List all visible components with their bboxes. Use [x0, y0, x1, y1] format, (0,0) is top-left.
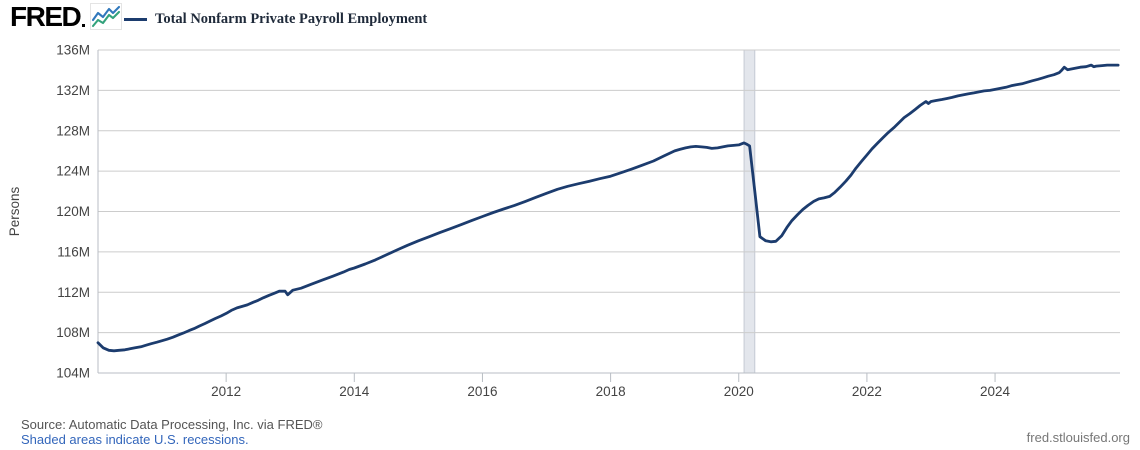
source-attribution: Source: Automatic Data Processing, Inc. … — [21, 417, 323, 432]
legend-line-swatch — [124, 18, 147, 21]
y-axis-title: Persons — [7, 186, 22, 236]
recession-note-link[interactable]: Shaded areas indicate U.S. recessions. — [21, 432, 249, 447]
y-tick-label: 116M — [57, 244, 90, 259]
fred-logo-trademark-dot — [82, 24, 86, 27]
legend-series-label: Total Nonfarm Private Payroll Employment — [155, 11, 428, 27]
fred-logo-text: FRED — [10, 1, 82, 32]
data-line — [96, 63, 1120, 353]
fred-logo-chart-icon — [90, 3, 123, 30]
fred-site-url: fred.stlouisfed.org — [1026, 430, 1130, 445]
x-tick-label: 2018 — [596, 384, 626, 399]
y-tick-label: 120M — [56, 204, 90, 219]
y-tick-label: 112M — [57, 285, 90, 300]
x-tick-label: 2016 — [467, 384, 497, 399]
y-tick-label: 124M — [56, 164, 90, 179]
chart-header: FRED Total Nonfarm Private Payroll Emplo… — [0, 0, 1140, 40]
x-tick-label: 2014 — [339, 384, 370, 399]
x-tick-label: 2022 — [852, 384, 882, 399]
y-tick-label: 136M — [56, 43, 90, 58]
chart-legend: Total Nonfarm Private Payroll Employment — [124, 11, 427, 28]
x-tick-label: 2024 — [980, 384, 1011, 399]
y-tick-label: 104M — [56, 366, 90, 381]
x-tick-label: 2012 — [211, 384, 241, 399]
x-tick-label: 2020 — [724, 384, 754, 399]
y-tick-label: 108M — [56, 325, 90, 340]
y-tick-label: 132M — [56, 83, 90, 98]
fred-logo-link[interactable]: FRED — [10, 1, 123, 32]
y-tick-label: 128M — [56, 123, 90, 138]
